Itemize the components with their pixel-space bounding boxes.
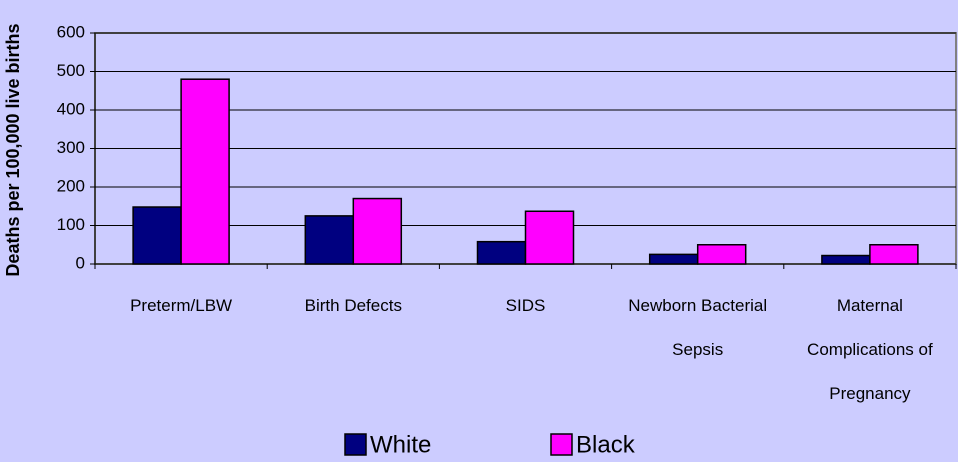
y-tick-label: 0 <box>76 253 85 272</box>
y-tick-label: 100 <box>57 215 85 234</box>
y-tick-label: 300 <box>57 138 85 157</box>
bar <box>180 78 230 265</box>
bar <box>524 210 575 265</box>
y-axis-label: Deaths per 100,000 live births <box>3 23 23 276</box>
y-tick-label: 400 <box>57 99 85 118</box>
y-tick-label: 200 <box>57 176 85 195</box>
bar <box>648 253 699 265</box>
bar <box>869 244 919 265</box>
legend-label: White <box>370 431 431 458</box>
legend-swatch <box>344 433 367 456</box>
y-tick-label: 600 <box>57 22 85 41</box>
bar <box>304 215 355 265</box>
bar <box>352 197 403 265</box>
x-tick-label: SIDS <box>505 296 546 315</box>
x-tick-label: Birth Defects <box>304 296 402 315</box>
bar <box>476 240 527 265</box>
bar <box>132 206 182 265</box>
x-tick-label: Preterm/LBW <box>130 296 233 315</box>
y-tick-label: 500 <box>57 61 85 80</box>
bar <box>821 254 871 265</box>
bar <box>696 244 747 265</box>
legend-label: Black <box>576 431 636 458</box>
x-tick-label: Newborn Bacterial Sepsis <box>628 296 768 359</box>
x-tick-label: Maternal Complications of Pregnancy <box>807 296 933 403</box>
legend-swatch <box>550 433 573 456</box>
